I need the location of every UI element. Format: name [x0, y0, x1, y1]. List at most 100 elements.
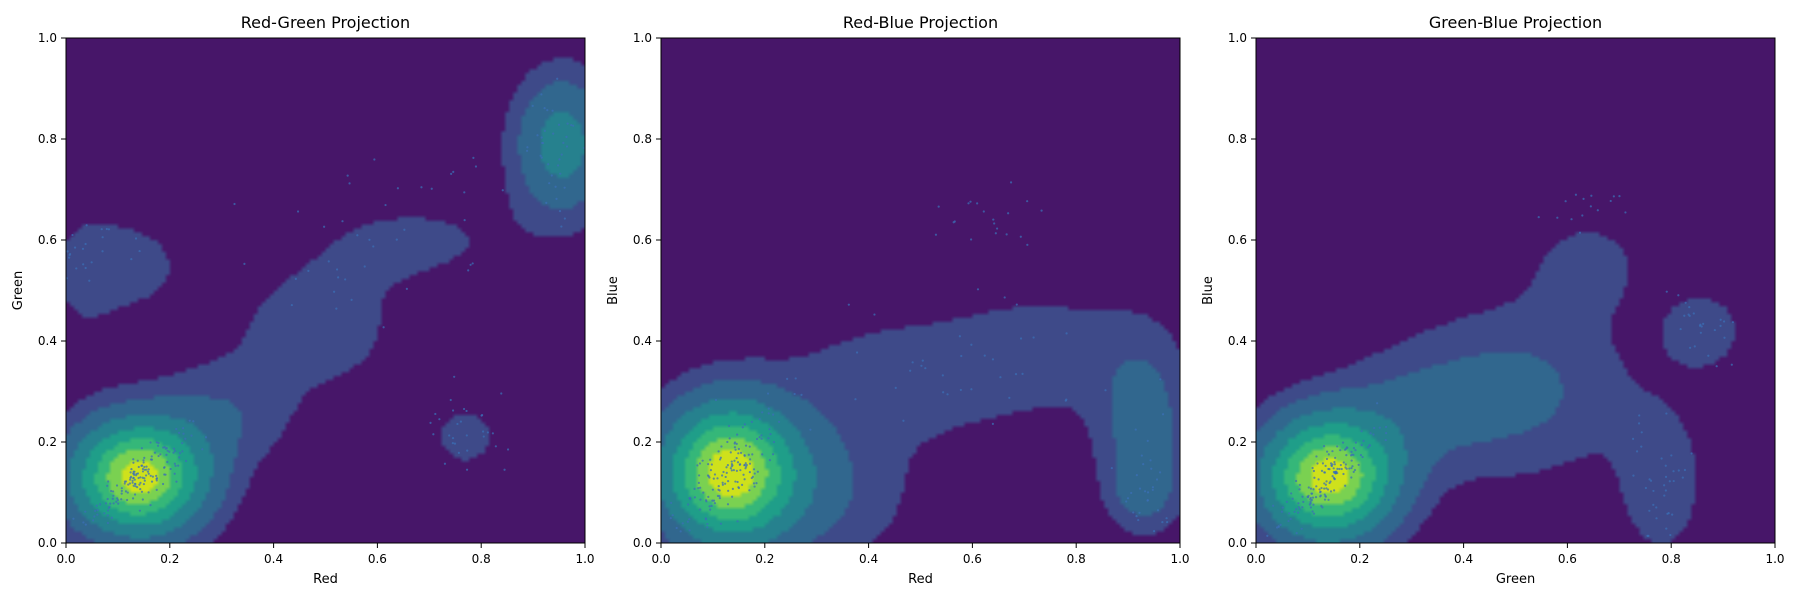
scatter-point	[689, 498, 692, 501]
scatter-point	[1713, 328, 1716, 332]
scatter-point	[1693, 345, 1696, 348]
scatter-point	[1677, 469, 1680, 472]
scatter-point	[126, 498, 129, 502]
x-axis-label: Red	[908, 572, 933, 587]
scatter-point	[751, 453, 754, 456]
scatter-point	[463, 191, 466, 194]
scatter-point	[150, 455, 153, 458]
scatter-point	[396, 187, 399, 190]
scatter-point	[1334, 456, 1337, 459]
scatter-point	[761, 453, 764, 456]
scatter-point	[1277, 525, 1280, 528]
scatter-point	[800, 393, 803, 396]
scatter-point	[698, 508, 702, 511]
scatter-point	[748, 458, 752, 461]
scatter-point	[551, 109, 554, 112]
scatter-point	[1138, 511, 1141, 514]
scatter-point	[920, 364, 923, 367]
scatter-point	[149, 441, 152, 444]
scatter-point	[363, 265, 366, 268]
scatter-point	[453, 442, 457, 445]
scatter-point	[669, 517, 672, 520]
scatter-point	[706, 522, 709, 526]
scatter-point	[1719, 318, 1722, 321]
scatter-point	[133, 478, 136, 481]
scatter-point	[741, 426, 744, 429]
scatter-point	[107, 480, 110, 483]
x-tick-label: 0.0	[56, 552, 75, 566]
scatter-point	[708, 505, 711, 508]
scatter-point	[755, 482, 758, 485]
scatter-point	[1690, 452, 1693, 455]
scatter-point	[1665, 527, 1668, 530]
x-tick-label: 0.0	[651, 552, 670, 566]
scatter-point	[405, 287, 408, 290]
scatter-point	[771, 453, 775, 456]
scatter-point	[994, 232, 997, 235]
scatter-point	[1126, 497, 1130, 500]
scatter-point	[1689, 346, 1692, 349]
y-tick-label: 0.8	[1228, 132, 1247, 146]
scatter-point	[675, 526, 678, 530]
scatter-point	[172, 447, 176, 450]
scatter-point	[134, 237, 138, 240]
scatter-point	[1692, 312, 1695, 315]
scatter-point	[526, 146, 529, 149]
scatter-point	[734, 448, 737, 451]
scatter-point	[344, 278, 347, 281]
scatter-point	[727, 489, 730, 492]
scatter-point	[993, 222, 996, 225]
scatter-point	[982, 210, 985, 213]
scatter-point	[1331, 475, 1334, 478]
scatter-point	[494, 445, 497, 448]
scatter-point	[1143, 490, 1147, 493]
scatter-point	[726, 503, 730, 506]
scatter-point	[558, 209, 562, 213]
scatter-point	[725, 466, 728, 469]
scatter-point	[1635, 450, 1639, 453]
scatter-point	[451, 442, 454, 445]
scatter-point	[1008, 396, 1011, 399]
y-tick-label: 0.8	[633, 132, 652, 146]
scatter-point	[733, 441, 737, 444]
scatter-point	[1040, 209, 1043, 212]
scatter-point	[560, 153, 563, 156]
scatter-point	[71, 233, 74, 237]
scatter-point	[480, 414, 483, 417]
scatter-point	[163, 445, 166, 449]
scatter-point	[145, 468, 148, 471]
scatter-point	[786, 377, 789, 380]
scatter-point	[368, 238, 371, 241]
scatter-point	[1353, 468, 1357, 472]
scatter-point	[204, 436, 208, 439]
scatter-point	[1138, 487, 1142, 490]
scatter-point	[941, 374, 944, 377]
scatter-point	[558, 158, 561, 161]
scatter-point	[112, 494, 115, 497]
scatter-point	[1281, 506, 1284, 509]
x-tick-label: 0.4	[1454, 552, 1473, 566]
scatter-point	[742, 473, 745, 476]
scatter-point	[501, 189, 504, 192]
scatter-point	[443, 462, 447, 465]
density-contour-fill	[1256, 38, 1775, 543]
scatter-point	[1556, 216, 1559, 219]
scatter-point	[748, 462, 752, 465]
scatter-point	[1361, 455, 1364, 459]
scatter-point	[545, 201, 548, 204]
scatter-point	[1266, 534, 1269, 537]
scatter-point	[752, 468, 756, 471]
scatter-point	[106, 514, 109, 517]
scatter-point	[743, 454, 746, 457]
scatter-point	[500, 392, 503, 395]
scatter-point	[173, 449, 177, 452]
scatter-point	[181, 441, 184, 445]
scatter-point	[1664, 464, 1667, 467]
scatter-point	[1065, 398, 1068, 401]
scatter-point	[120, 498, 123, 501]
scatter-point	[543, 107, 546, 110]
scatter-point	[756, 437, 759, 441]
scatter-point	[707, 463, 710, 466]
scatter-point	[560, 225, 563, 228]
scatter-point	[1333, 460, 1336, 464]
